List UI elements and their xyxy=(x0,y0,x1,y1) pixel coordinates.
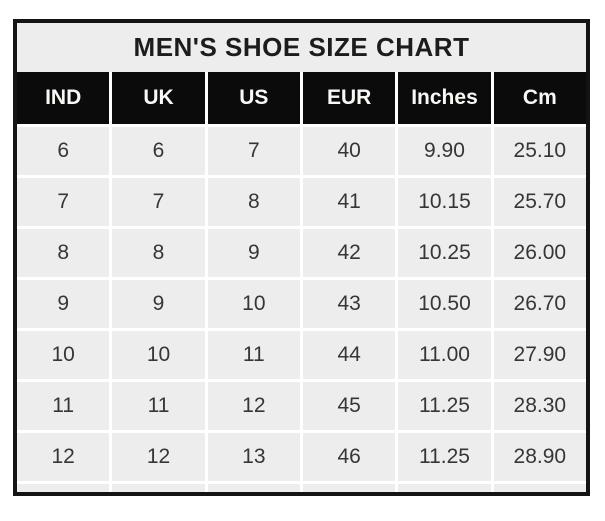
column-header-cm: Cm xyxy=(493,72,586,124)
shoe-size-chart-table: MEN'S SHOE SIZE CHART IND UK US EUR Inch… xyxy=(13,19,590,496)
table-cell: 28.90 xyxy=(493,433,586,481)
column-header-ind: IND xyxy=(17,72,110,124)
column-header-us: US xyxy=(207,72,300,124)
table-cell: 8 xyxy=(207,178,300,226)
table-cell: 28.30 xyxy=(493,382,586,430)
table-cell: 45 xyxy=(303,382,396,430)
table-cell: 9.90 xyxy=(398,127,491,175)
column-header-eur: EUR xyxy=(303,72,396,124)
table-cell: 12 xyxy=(17,433,110,481)
table-row: 6 6 7 40 9.90 25.10 xyxy=(17,127,586,175)
table-cell: 25.70 xyxy=(493,178,586,226)
table-cell: 7 xyxy=(207,127,300,175)
table-cell: 8 xyxy=(112,229,205,277)
table-row: 8 8 9 42 10.25 26.00 xyxy=(17,229,586,277)
table-cell: 10.15 xyxy=(398,178,491,226)
table-body: 6 6 7 40 9.90 25.10 7 7 8 41 10.15 25.70… xyxy=(17,124,586,492)
table-cell: 8 xyxy=(17,229,110,277)
table-cell: 9 xyxy=(112,280,205,328)
table-cell: 26.70 xyxy=(493,280,586,328)
column-header-inches: Inches xyxy=(398,72,491,124)
table-header-row: IND UK US EUR Inches Cm xyxy=(17,72,586,124)
table-cell: 46 xyxy=(303,433,396,481)
table-row: 9 9 10 43 10.50 26.70 xyxy=(17,280,586,328)
table-cell: 10 xyxy=(207,280,300,328)
table-cell: 44 xyxy=(303,331,396,379)
table-cell: 11.00 xyxy=(398,331,491,379)
table-cell: 13 xyxy=(207,433,300,481)
table-cell: 11.25 xyxy=(398,382,491,430)
table-row: 7 7 8 41 10.15 25.70 xyxy=(17,178,586,226)
table-cell: 6 xyxy=(17,127,110,175)
table-cell: 11.25 xyxy=(398,433,491,481)
column-header-uk: UK xyxy=(112,72,205,124)
table-cell: 7 xyxy=(17,178,110,226)
table-cell: 10.25 xyxy=(398,229,491,277)
page-title: MEN'S SHOE SIZE CHART xyxy=(17,23,586,72)
table-cell: 6 xyxy=(112,127,205,175)
table-cell: 11 xyxy=(112,382,205,430)
table-row: 10 10 11 44 11.00 27.90 xyxy=(17,331,586,379)
table-cell: 10 xyxy=(112,331,205,379)
table-cell: 25.10 xyxy=(493,127,586,175)
table-cell: 10 xyxy=(17,331,110,379)
table-cell: 26.00 xyxy=(493,229,586,277)
table-cell: 42 xyxy=(303,229,396,277)
table-cell: 10.50 xyxy=(398,280,491,328)
table-cell: 9 xyxy=(207,229,300,277)
table-row: 11 11 12 45 11.25 28.30 xyxy=(17,382,586,430)
table-cell: 7 xyxy=(112,178,205,226)
table-bottom-spacer xyxy=(17,484,586,492)
table-cell: 27.90 xyxy=(493,331,586,379)
table-cell: 40 xyxy=(303,127,396,175)
table-row: 12 12 13 46 11.25 28.90 xyxy=(17,433,586,481)
table-cell: 12 xyxy=(112,433,205,481)
table-cell: 11 xyxy=(17,382,110,430)
table-cell: 41 xyxy=(303,178,396,226)
table-cell: 11 xyxy=(207,331,300,379)
table-cell: 43 xyxy=(303,280,396,328)
table-cell: 9 xyxy=(17,280,110,328)
table-cell: 12 xyxy=(207,382,300,430)
